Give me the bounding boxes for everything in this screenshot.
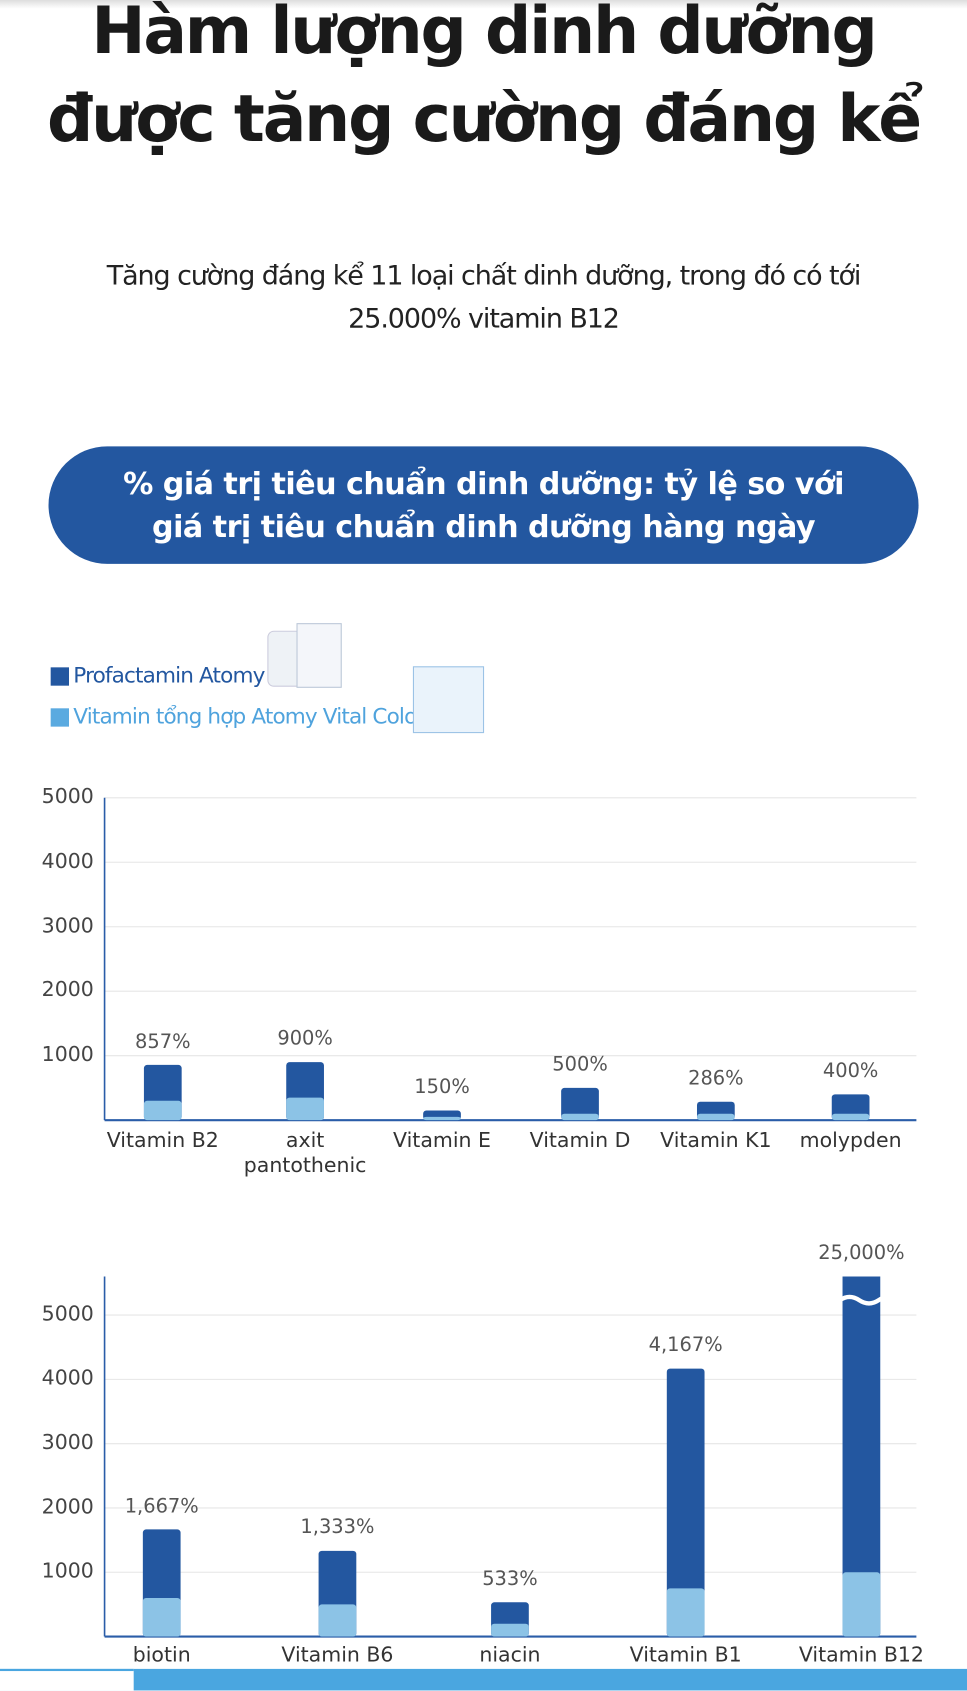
x-tick-label: niacin bbox=[479, 1643, 541, 1667]
x-tick-label: molypden bbox=[799, 1128, 902, 1153]
bar bbox=[696, 1113, 735, 1121]
x-tick-label: Vitamin B6 bbox=[281, 1643, 394, 1667]
value-label: 400% bbox=[822, 1059, 879, 1083]
banner-text: % giá trị tiêu chuẩn dinh dưỡng: tỷ lệ s… bbox=[123, 465, 844, 544]
y-tick-label: 2000 bbox=[41, 1495, 94, 1519]
bar bbox=[842, 1572, 881, 1637]
value-label: 4,167% bbox=[648, 1334, 723, 1357]
legend-label: Profactamin Atomy bbox=[73, 661, 265, 688]
bar bbox=[666, 1588, 705, 1637]
bar bbox=[666, 1368, 705, 1637]
banner: % giá trị tiêu chuẩn dinh dưỡng: tỷ lệ s… bbox=[48, 446, 919, 564]
bar bbox=[142, 1597, 181, 1637]
x-tick-label: Vitamin B12 bbox=[798, 1643, 924, 1667]
title-line: Hàm lượng dinh dưỡng bbox=[91, 0, 878, 69]
top-shadow bbox=[0, 0, 967, 9]
y-tick-label: 5000 bbox=[41, 784, 94, 809]
bars bbox=[142, 1276, 881, 1637]
bar bbox=[286, 1097, 324, 1121]
y-tick-label: 1000 bbox=[41, 1042, 94, 1067]
bar bbox=[831, 1113, 870, 1121]
bar bbox=[561, 1087, 599, 1121]
legend-swatch bbox=[50, 708, 69, 727]
axis-break bbox=[838, 1294, 900, 1306]
product-image bbox=[412, 666, 485, 734]
value-label: 286% bbox=[688, 1067, 744, 1090]
legend-swatch bbox=[50, 667, 69, 686]
y-tick-label: 2000 bbox=[41, 978, 94, 1002]
value-label: 533% bbox=[482, 1567, 538, 1591]
y-tick-label: 1000 bbox=[41, 1559, 94, 1584]
product-image bbox=[296, 623, 342, 688]
value-label: 1,333% bbox=[300, 1516, 375, 1539]
bar bbox=[423, 1116, 461, 1121]
bar bbox=[318, 1604, 357, 1637]
x-tick-label: Vitamin K1 bbox=[660, 1128, 772, 1153]
x-tick-label: Vitamin B1 bbox=[629, 1643, 742, 1667]
value-label: 857% bbox=[135, 1030, 191, 1054]
y-tick-label: 5000 bbox=[41, 1302, 94, 1326]
bar bbox=[143, 1100, 182, 1121]
x-tick-label: axit pantothenic bbox=[243, 1128, 367, 1178]
subtitle: Tăng cường đáng kể 11 loại chất dinh dưỡ… bbox=[106, 259, 862, 335]
y-tick-label: 3000 bbox=[41, 1430, 94, 1455]
x-tick-label: biotin bbox=[132, 1643, 191, 1667]
bar bbox=[561, 1113, 599, 1121]
value-label: 500% bbox=[552, 1053, 608, 1077]
x-tick-label: Vitamin D bbox=[529, 1128, 631, 1153]
bottom-bar bbox=[0, 1668, 967, 1691]
bar bbox=[842, 1276, 881, 1637]
value-label: 150% bbox=[414, 1075, 470, 1099]
value-label: 25,000% bbox=[818, 1241, 905, 1265]
bars bbox=[143, 1062, 870, 1121]
bottom-tab bbox=[0, 1668, 134, 1691]
y-tick-label: 4000 bbox=[41, 849, 94, 874]
bar bbox=[491, 1623, 529, 1637]
x-tick-label: Vitamin E bbox=[393, 1128, 491, 1153]
title-line: được tăng cường đáng kể bbox=[47, 81, 922, 158]
y-tick-label: 4000 bbox=[41, 1366, 94, 1391]
y-tick-label: 3000 bbox=[41, 913, 94, 938]
value-label: 900% bbox=[277, 1027, 333, 1051]
x-tick-label: Vitamin B2 bbox=[106, 1128, 219, 1153]
value-label: 1,667% bbox=[124, 1494, 199, 1518]
legend-label: Vitamin tổng hợp Atomy Vital Color bbox=[73, 702, 425, 729]
